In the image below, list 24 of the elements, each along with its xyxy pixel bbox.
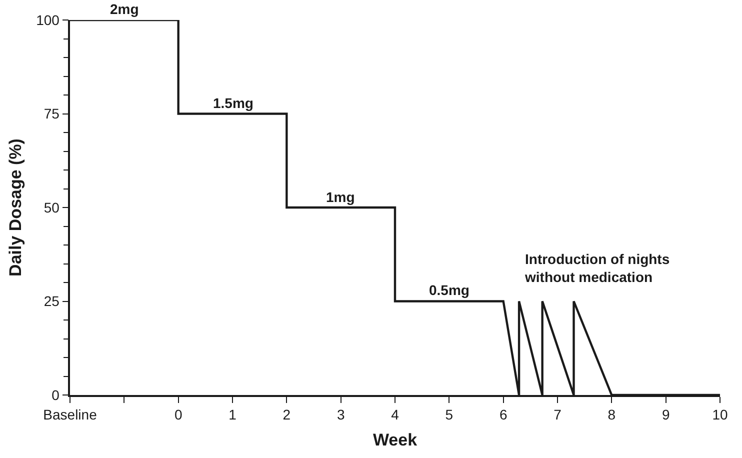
annotation: 1mg xyxy=(326,189,355,205)
y-tick-label: 0 xyxy=(52,386,60,403)
x-tick-label: 2 xyxy=(282,406,291,423)
annotation: Introduction of nights without medication xyxy=(524,251,670,286)
y-tick-label: 25 xyxy=(44,293,60,310)
x-tick-label: 5 xyxy=(445,406,454,423)
y-axis-title: Daily Dosage (%) xyxy=(6,138,26,276)
x-tick-label: 9 xyxy=(662,406,670,423)
x-tick-label: 6 xyxy=(499,406,508,423)
x-tick-label: 8 xyxy=(608,406,616,423)
y-tick-label: 100 xyxy=(36,12,60,28)
y-tick-label: 75 xyxy=(44,106,60,122)
annotation: 1.5mg xyxy=(213,95,254,111)
x-tick-label: 1 xyxy=(228,406,237,423)
annotation: 0.5mg xyxy=(429,282,470,298)
x-tick-label: 4 xyxy=(391,406,400,423)
x-tick-label: 10 xyxy=(712,406,728,423)
x-tick-label: 3 xyxy=(336,406,345,423)
annotation: 2mg xyxy=(110,1,139,17)
x-tick-label: 7 xyxy=(554,406,562,423)
x-tick-label: Baseline xyxy=(43,406,98,423)
x-axis-title: Week xyxy=(372,430,418,450)
x-tick-label: 0 xyxy=(174,406,182,423)
y-tick-label: 50 xyxy=(44,199,60,216)
